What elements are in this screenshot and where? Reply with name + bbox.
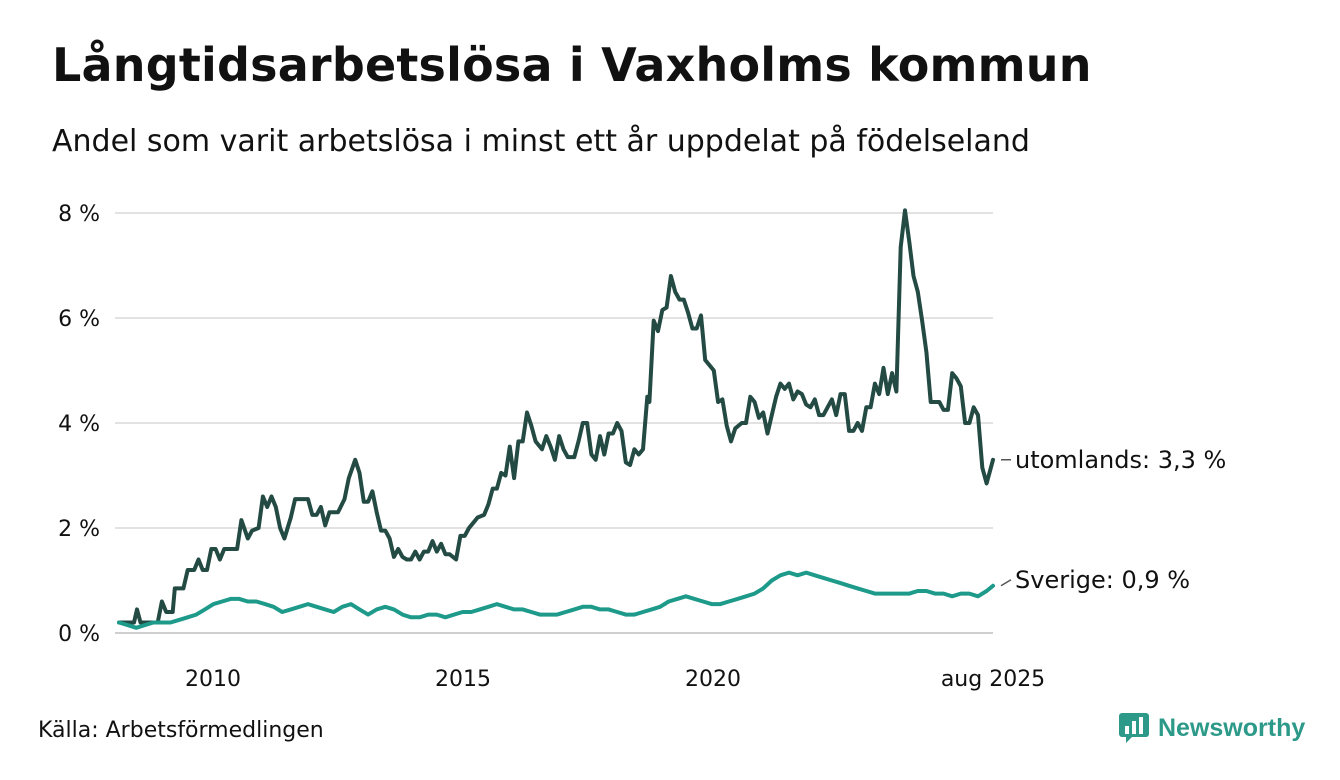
x-tick-label: 2015: [435, 667, 491, 692]
series-end-label-utomlands: utomlands: 3,3 %: [1015, 446, 1226, 474]
chart-subtitle: Andel som varit arbetslösa i minst ett å…: [52, 124, 1030, 159]
brand-logo: Newsworthy: [1118, 712, 1305, 744]
y-tick-label: 2 %: [58, 517, 100, 542]
y-tick-label: 0 %: [58, 622, 100, 647]
newsworthy-logo-icon: [1119, 713, 1149, 743]
x-tick-label: 2010: [185, 667, 241, 692]
y-axis-ticks: 0 % 2 % 4 % 6 % 8 %: [58, 202, 100, 647]
source-note: Källa: Arbetsförmedlingen: [38, 718, 324, 743]
chart-title: Långtidsarbetslösa i Vaxholms kommun: [52, 38, 1092, 92]
series-end-label-sverige: Sverige: 0,9 %: [1015, 566, 1190, 594]
y-tick-label: 8 %: [58, 202, 100, 227]
grid-lines: [115, 212, 993, 634]
series-line-utomlands: [117, 208, 995, 625]
y-tick-label: 4 %: [58, 412, 100, 437]
series-line-sverige: [117, 570, 995, 630]
y-tick-label: 6 %: [58, 307, 100, 332]
series-end-labels: utomlands: 3,3 % Sverige: 0,9 %: [1000, 446, 1226, 594]
x-axis-ticks: 2010 2015 2020 aug 2025: [185, 667, 1045, 692]
x-tick-label: aug 2025: [941, 667, 1045, 692]
brand-name: Newsworthy: [1158, 713, 1306, 742]
label-connector: [1000, 579, 1012, 587]
series-lines: [117, 208, 995, 630]
x-tick-label: 2020: [685, 667, 741, 692]
